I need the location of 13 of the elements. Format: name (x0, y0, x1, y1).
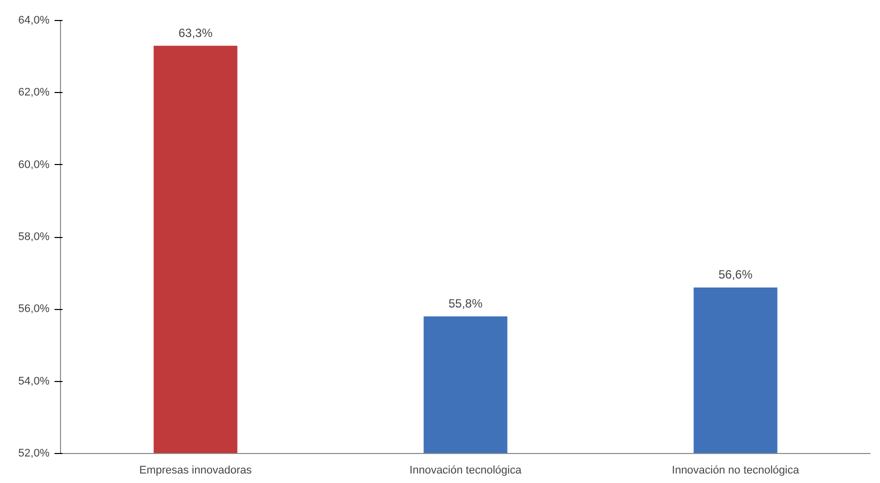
y-tick-label: 54,0% (18, 375, 50, 388)
x-tick-label: Innovación tecnológica (410, 464, 522, 476)
data-label: 63,3% (178, 26, 213, 40)
data-label: 55,8% (448, 296, 483, 310)
data-label: 56,6% (718, 268, 753, 282)
x-tick-label: Innovación no tecnológica (672, 464, 800, 476)
y-tick-label: 52,0% (18, 448, 50, 460)
y-tick-label: 58,0% (18, 231, 50, 243)
y-tick-label: 60,0% (18, 158, 50, 171)
x-tick-label: Empresas innovadoras (139, 464, 252, 476)
y-tick-label: 62,0% (18, 86, 50, 99)
y-tick-label: 64,0% (18, 14, 50, 26)
y-tick-label: 56,0% (18, 303, 50, 316)
